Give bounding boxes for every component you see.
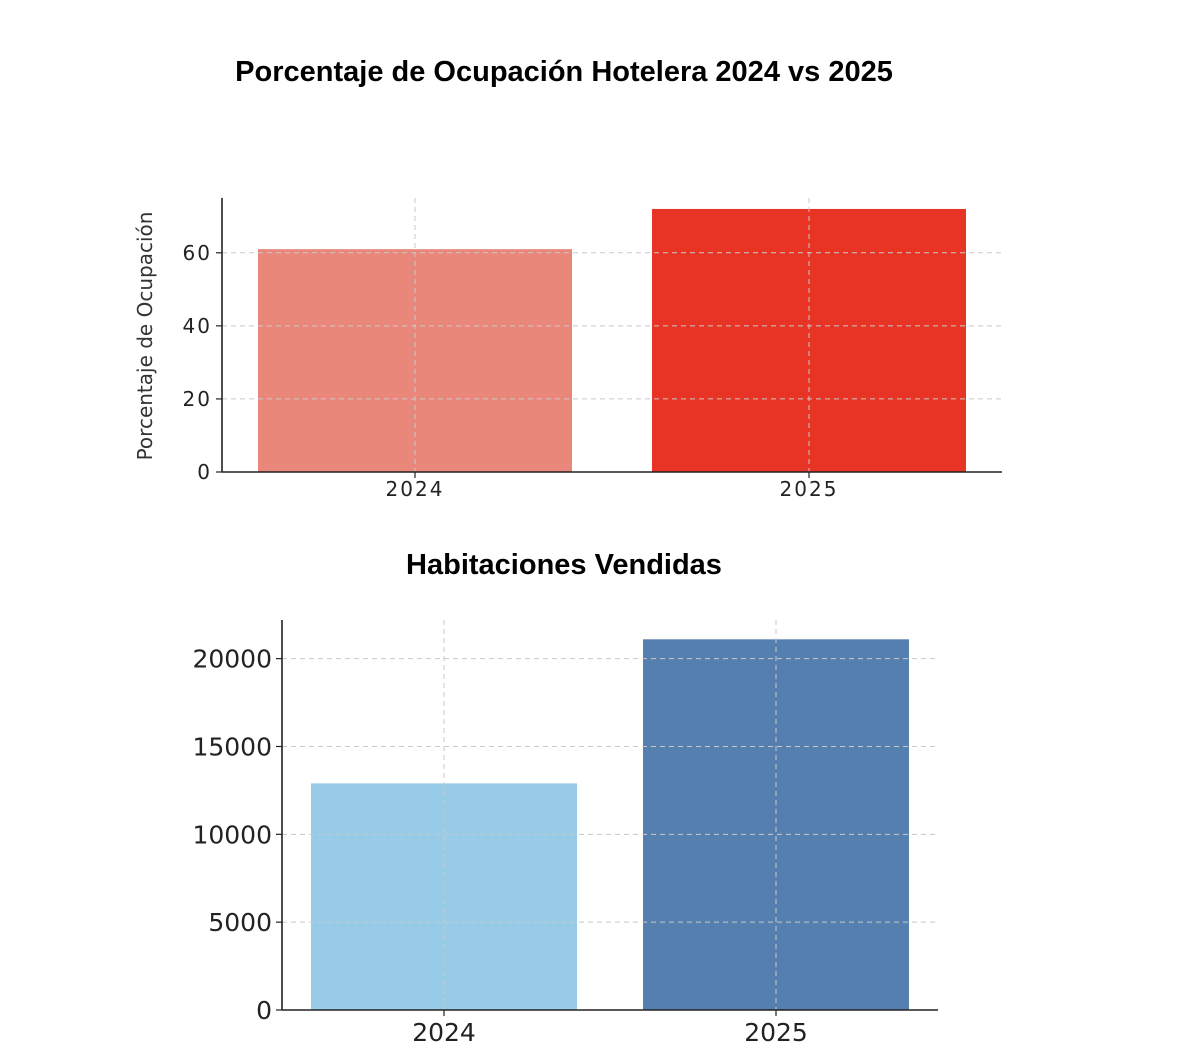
occupancy-y-tick-label: 40: [183, 314, 212, 338]
occupancy-y-tick-label: 0: [197, 460, 212, 484]
occupancy-y-tick-label: 60: [183, 241, 212, 265]
occupancy-y-axis-label: Porcentaje de Ocupación: [133, 212, 157, 461]
rooms-sold-chart: Habitaciones Vendidas 0 5000 10000 15000 200…: [192, 549, 938, 1047]
rooms-sold-chart-title: Habitaciones Vendidas: [406, 549, 722, 581]
rooms-sold-bar-2024: [311, 783, 577, 1010]
rooms-sold-x-tick-label: 2025: [744, 1018, 808, 1047]
rooms-sold-y-tick-label: 15000: [192, 732, 272, 761]
rooms-sold-x-tick-label: 2024: [412, 1018, 476, 1047]
rooms-sold-y-tick-label: 0: [256, 996, 272, 1025]
rooms-sold-y-tick-label: 20000: [192, 645, 272, 674]
rooms-sold-y-tick-label: 5000: [208, 908, 272, 937]
occupancy-x-tick-label: 2025: [780, 477, 839, 501]
occupancy-chart: Porcentaje de Ocupación Hotelera 2024 vs…: [133, 56, 1002, 501]
occupancy-x-tick-label: 2024: [386, 477, 445, 501]
occupancy-y-tick-label: 20: [183, 387, 212, 411]
occupancy-chart-title: Porcentaje de Ocupación Hotelera 2024 vs…: [235, 56, 893, 88]
rooms-sold-y-tick-label: 10000: [192, 820, 272, 849]
